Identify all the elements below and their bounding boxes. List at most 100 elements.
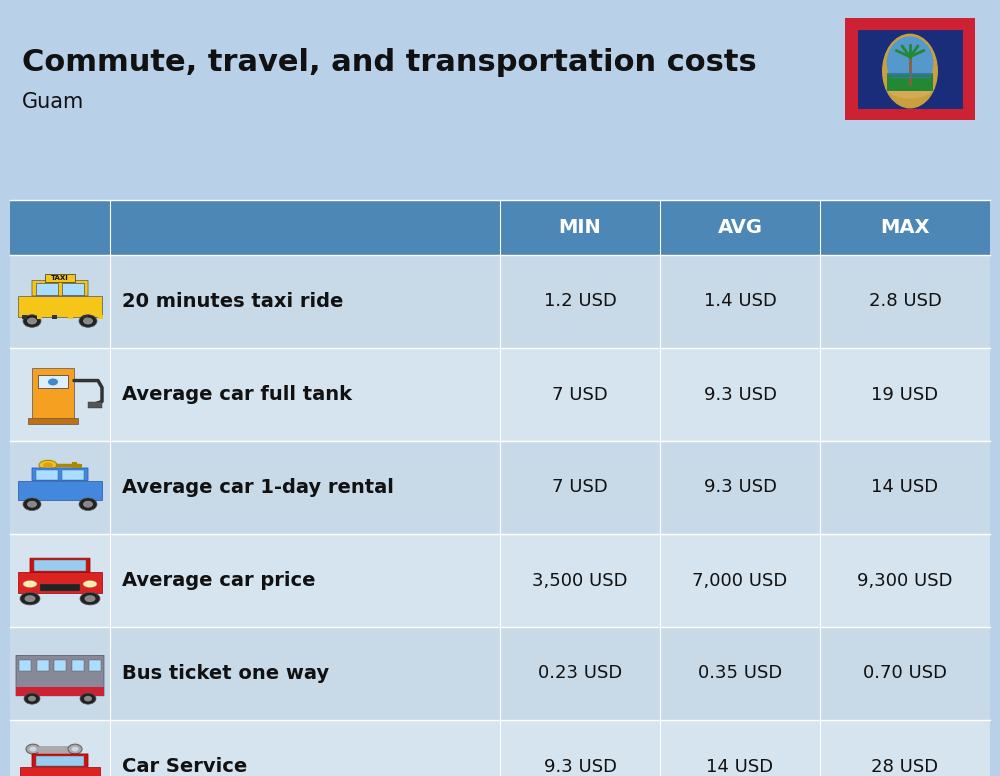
Text: 2.8 USD: 2.8 USD bbox=[869, 293, 941, 310]
Bar bbox=[62, 470, 84, 480]
Bar bbox=[36, 283, 58, 295]
Ellipse shape bbox=[80, 592, 100, 605]
Bar bbox=[10, 441, 990, 534]
Bar bbox=[852, 24, 968, 114]
Bar bbox=[89, 660, 101, 670]
Ellipse shape bbox=[79, 498, 97, 511]
Text: Car Service: Car Service bbox=[122, 757, 247, 776]
Bar bbox=[852, 24, 968, 114]
Bar bbox=[22, 315, 27, 319]
Bar bbox=[18, 572, 102, 593]
Bar bbox=[10, 534, 990, 627]
Ellipse shape bbox=[72, 747, 78, 751]
FancyBboxPatch shape bbox=[32, 468, 88, 480]
Text: Average car price: Average car price bbox=[122, 571, 316, 590]
Text: 9.3 USD: 9.3 USD bbox=[704, 479, 776, 497]
Bar bbox=[28, 418, 78, 424]
Bar bbox=[40, 584, 80, 591]
Bar bbox=[72, 660, 84, 670]
Ellipse shape bbox=[27, 501, 37, 508]
Bar bbox=[52, 315, 57, 319]
Text: 9.3 USD: 9.3 USD bbox=[704, 386, 776, 404]
Ellipse shape bbox=[83, 317, 93, 324]
Bar bbox=[36, 756, 84, 766]
Text: MIN: MIN bbox=[559, 218, 601, 237]
Bar bbox=[10, 200, 990, 255]
Ellipse shape bbox=[20, 592, 40, 605]
Text: 3,500 USD: 3,500 USD bbox=[532, 571, 628, 590]
Text: 9.3 USD: 9.3 USD bbox=[544, 757, 616, 775]
Text: 14 USD: 14 USD bbox=[871, 479, 939, 497]
Bar bbox=[77, 464, 82, 468]
Ellipse shape bbox=[48, 379, 58, 386]
Text: 20 minutes taxi ride: 20 minutes taxi ride bbox=[122, 292, 343, 311]
Ellipse shape bbox=[27, 317, 37, 324]
FancyBboxPatch shape bbox=[32, 281, 88, 296]
Ellipse shape bbox=[883, 34, 937, 108]
Text: 7 USD: 7 USD bbox=[552, 386, 608, 404]
Text: Bus ticket one way: Bus ticket one way bbox=[122, 664, 329, 683]
Text: AVG: AVG bbox=[718, 218, 763, 237]
Bar bbox=[10, 255, 990, 348]
Text: 1.4 USD: 1.4 USD bbox=[704, 293, 776, 310]
FancyBboxPatch shape bbox=[32, 754, 88, 767]
Text: Average car 1-day rental: Average car 1-day rental bbox=[122, 478, 394, 497]
Text: 7 USD: 7 USD bbox=[552, 479, 608, 497]
Ellipse shape bbox=[887, 76, 933, 99]
Text: 1.2 USD: 1.2 USD bbox=[544, 293, 616, 310]
Bar bbox=[54, 660, 66, 670]
Ellipse shape bbox=[80, 693, 96, 704]
Bar bbox=[32, 368, 74, 421]
Bar bbox=[20, 767, 100, 776]
Ellipse shape bbox=[23, 498, 41, 511]
Ellipse shape bbox=[39, 460, 57, 470]
Text: 0.70 USD: 0.70 USD bbox=[863, 664, 947, 683]
Bar bbox=[34, 560, 86, 571]
Ellipse shape bbox=[83, 501, 93, 508]
Ellipse shape bbox=[84, 595, 96, 602]
Text: 28 USD: 28 USD bbox=[871, 757, 939, 775]
Text: Guam: Guam bbox=[22, 92, 84, 112]
Bar bbox=[62, 283, 84, 295]
Text: Commute, travel, and transportation costs: Commute, travel, and transportation cost… bbox=[22, 48, 757, 77]
Text: 19 USD: 19 USD bbox=[871, 386, 939, 404]
Bar bbox=[83, 315, 88, 319]
Bar bbox=[18, 480, 102, 500]
Bar bbox=[36, 470, 58, 480]
Bar bbox=[45, 274, 75, 282]
Ellipse shape bbox=[68, 744, 82, 754]
Text: 9,300 USD: 9,300 USD bbox=[857, 571, 953, 590]
Ellipse shape bbox=[79, 315, 97, 327]
Ellipse shape bbox=[24, 693, 40, 704]
Ellipse shape bbox=[30, 747, 36, 751]
Ellipse shape bbox=[26, 744, 40, 754]
Bar bbox=[10, 348, 990, 441]
Text: MAX: MAX bbox=[880, 218, 930, 237]
Bar bbox=[18, 296, 102, 317]
Ellipse shape bbox=[23, 315, 41, 327]
Text: 0.35 USD: 0.35 USD bbox=[698, 664, 782, 683]
FancyBboxPatch shape bbox=[30, 558, 90, 572]
Bar bbox=[88, 402, 102, 408]
Ellipse shape bbox=[887, 36, 933, 89]
Bar bbox=[852, 24, 968, 114]
Bar bbox=[38, 375, 68, 387]
Ellipse shape bbox=[28, 696, 36, 702]
Bar bbox=[19, 660, 31, 670]
Bar bbox=[72, 462, 77, 468]
Ellipse shape bbox=[23, 580, 37, 587]
Text: 7,000 USD: 7,000 USD bbox=[692, 571, 788, 590]
Text: 14 USD: 14 USD bbox=[706, 757, 774, 775]
Text: TAXI: TAXI bbox=[51, 275, 69, 282]
Bar bbox=[37, 315, 42, 319]
Bar bbox=[36, 660, 48, 670]
Bar bbox=[887, 73, 933, 92]
Ellipse shape bbox=[24, 595, 36, 602]
Bar bbox=[16, 688, 104, 696]
Bar bbox=[98, 315, 103, 319]
Bar bbox=[10, 720, 990, 776]
Bar bbox=[10, 627, 990, 720]
Ellipse shape bbox=[43, 462, 53, 468]
FancyBboxPatch shape bbox=[16, 656, 104, 696]
Ellipse shape bbox=[83, 580, 97, 587]
